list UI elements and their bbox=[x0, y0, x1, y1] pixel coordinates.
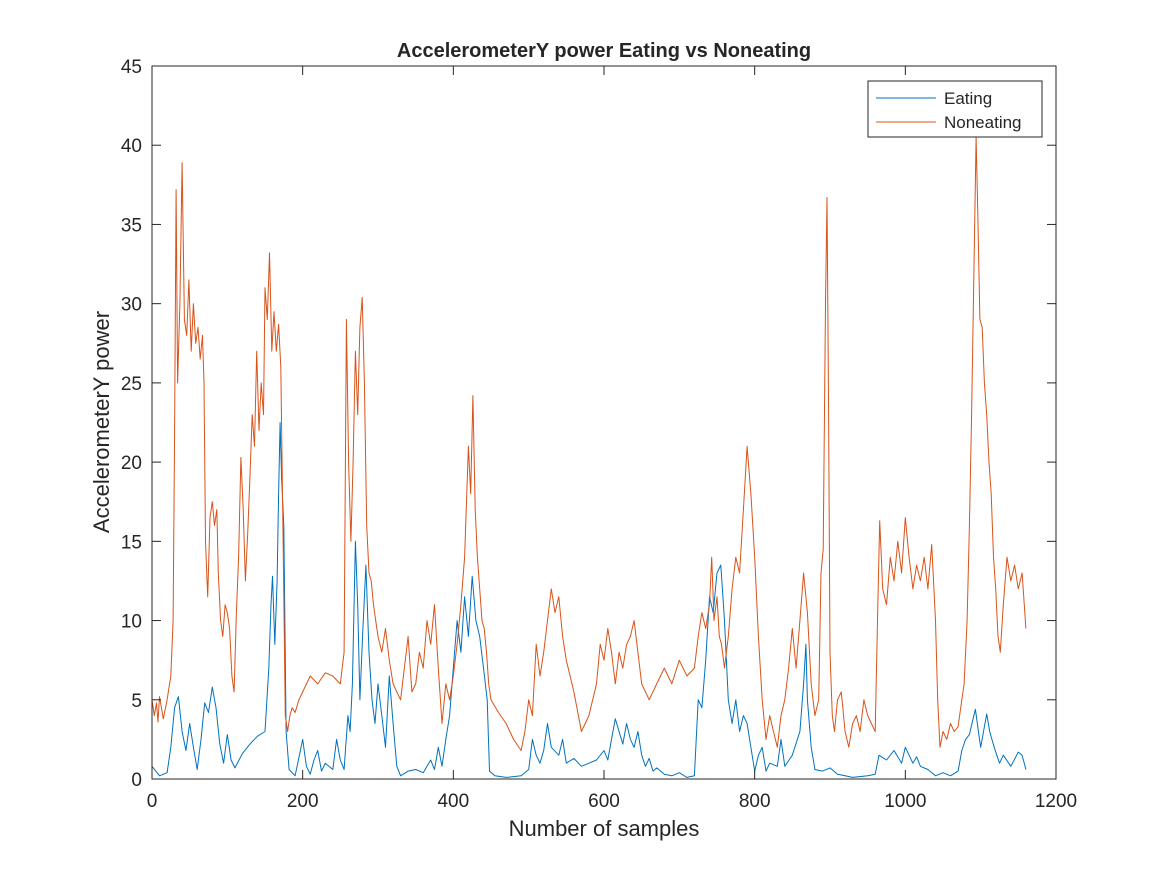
x-tick-label: 1000 bbox=[884, 791, 926, 812]
y-tick-label: 45 bbox=[121, 57, 142, 78]
series-line-eating bbox=[152, 422, 1027, 778]
legend-label-eating: Eating bbox=[944, 89, 992, 108]
x-tick-label: 1200 bbox=[1035, 791, 1077, 812]
chart-title: AccelerometerY power Eating vs Noneating bbox=[397, 40, 811, 62]
y-tick-label: 30 bbox=[121, 295, 142, 316]
x-tick-label: 400 bbox=[437, 791, 469, 812]
y-tick-label: 5 bbox=[131, 691, 142, 712]
x-tick-label: 200 bbox=[287, 791, 319, 812]
legend-box bbox=[867, 80, 1043, 138]
y-tick-label: 25 bbox=[121, 374, 142, 395]
x-axis-label: Number of samples bbox=[509, 816, 700, 841]
axes: 0 200 400 600 800 1000 1200 0 5 10 15 20 25 30 35 40 45 bbox=[121, 57, 1077, 812]
x-tick-label: 800 bbox=[739, 791, 771, 812]
plot-area bbox=[152, 136, 1027, 778]
y-axis-label: AccelerometerY power bbox=[89, 311, 114, 533]
legend-label-noneating: Noneating bbox=[944, 113, 1022, 132]
y-tick-label: 35 bbox=[121, 215, 142, 236]
x-tick-label: 0 bbox=[147, 791, 158, 812]
series-line-noneating bbox=[152, 136, 1027, 751]
y-tick-label: 0 bbox=[131, 770, 142, 791]
y-tick-label: 40 bbox=[121, 136, 142, 157]
y-tick-label: 10 bbox=[121, 612, 142, 633]
x-tick-label: 600 bbox=[588, 791, 620, 812]
y-tick-label: 20 bbox=[121, 453, 142, 474]
y-tick-label: 15 bbox=[121, 532, 142, 553]
legend: Eating Noneating bbox=[867, 80, 1043, 138]
